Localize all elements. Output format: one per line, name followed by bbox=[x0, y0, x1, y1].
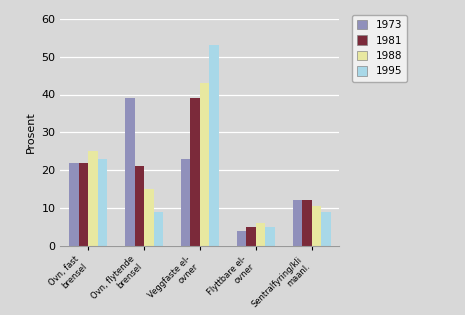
Bar bbox=[181, 159, 191, 246]
Bar bbox=[246, 227, 256, 246]
Legend: 1973, 1981, 1988, 1995: 1973, 1981, 1988, 1995 bbox=[352, 15, 407, 82]
Bar bbox=[312, 206, 321, 246]
Bar bbox=[209, 45, 219, 246]
Bar bbox=[69, 163, 79, 246]
Bar bbox=[144, 189, 153, 246]
Bar bbox=[191, 98, 200, 246]
Bar bbox=[292, 200, 302, 246]
Bar bbox=[135, 166, 144, 246]
Bar bbox=[125, 98, 135, 246]
Bar bbox=[88, 151, 98, 246]
Bar bbox=[237, 231, 246, 246]
Y-axis label: Prosent: Prosent bbox=[26, 112, 36, 153]
Bar bbox=[302, 200, 312, 246]
Bar bbox=[98, 159, 107, 246]
Bar bbox=[200, 83, 209, 246]
Bar bbox=[79, 163, 88, 246]
Bar bbox=[265, 227, 275, 246]
Bar bbox=[321, 212, 331, 246]
Bar bbox=[256, 223, 265, 246]
Bar bbox=[153, 212, 163, 246]
